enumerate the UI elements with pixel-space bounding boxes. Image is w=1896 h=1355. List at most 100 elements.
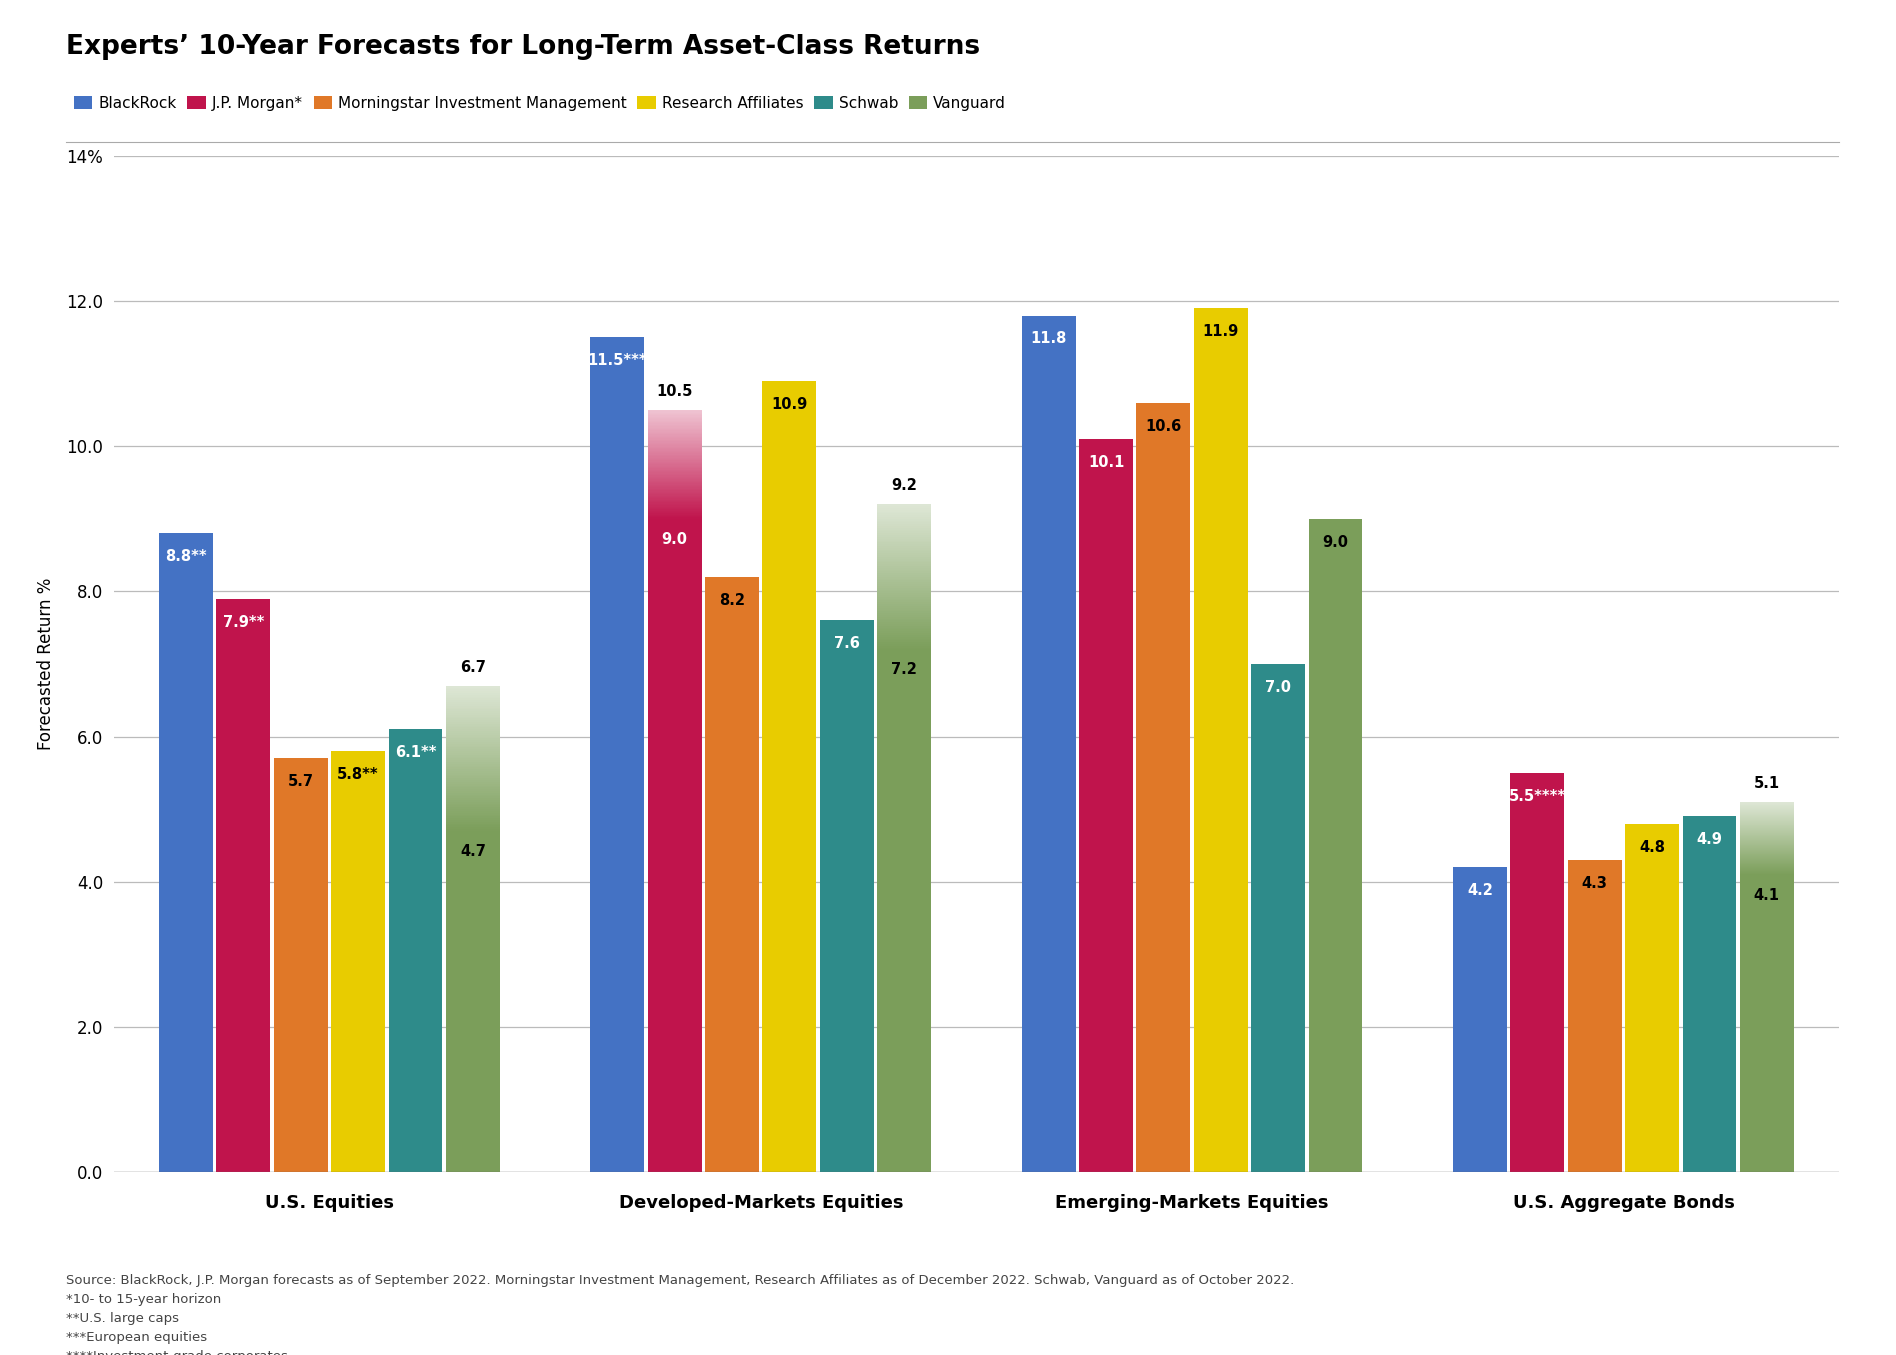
Bar: [446, 814, 501, 816]
Legend: BlackRock, J.P. Morgan*, Morningstar Investment Management, Research Affiliates,: BlackRock, J.P. Morgan*, Morningstar Inv…: [74, 96, 1007, 111]
Bar: [389, 729, 442, 1172]
Bar: [878, 599, 931, 600]
Bar: [648, 500, 702, 501]
Bar: [878, 561, 931, 562]
Bar: [446, 737, 501, 738]
Bar: [1136, 402, 1191, 1172]
Bar: [446, 738, 501, 740]
Bar: [648, 409, 702, 412]
Text: 11.9: 11.9: [1202, 324, 1238, 339]
Bar: [446, 829, 501, 831]
Text: 8.2: 8.2: [719, 593, 745, 608]
Bar: [878, 537, 931, 539]
Bar: [878, 569, 931, 572]
Bar: [446, 717, 501, 718]
Bar: [648, 485, 702, 486]
Text: 6.1**: 6.1**: [394, 745, 436, 760]
Bar: [446, 696, 501, 698]
Bar: [648, 470, 702, 472]
Bar: [648, 458, 702, 459]
Bar: [446, 827, 501, 829]
Bar: [648, 512, 702, 514]
Bar: [648, 415, 702, 417]
Text: 4.9: 4.9: [1697, 832, 1722, 847]
Text: 8.8**: 8.8**: [165, 549, 207, 564]
Text: 4.7: 4.7: [461, 844, 485, 859]
Bar: [648, 476, 702, 477]
Bar: [878, 579, 931, 580]
Text: 5.1: 5.1: [1754, 776, 1780, 791]
Bar: [446, 762, 501, 764]
Text: 10.5: 10.5: [656, 383, 692, 398]
Bar: [878, 572, 931, 573]
Bar: [446, 740, 501, 743]
Bar: [446, 775, 501, 776]
Bar: [878, 564, 931, 566]
Text: 11.5***: 11.5***: [588, 354, 647, 369]
Bar: [446, 748, 501, 749]
Bar: [648, 411, 702, 413]
Bar: [878, 535, 931, 537]
Bar: [878, 627, 931, 630]
Bar: [878, 505, 931, 508]
Bar: [648, 446, 702, 447]
Bar: [446, 794, 501, 797]
Bar: [446, 733, 501, 734]
Bar: [446, 707, 501, 709]
Bar: [648, 496, 702, 497]
Text: 9.0: 9.0: [1323, 535, 1348, 550]
Bar: [446, 797, 501, 798]
Text: 11.8: 11.8: [1031, 332, 1067, 347]
Bar: [446, 722, 501, 724]
Bar: [648, 439, 702, 440]
Bar: [878, 522, 931, 524]
Bar: [648, 425, 702, 428]
Bar: [446, 799, 501, 802]
Bar: [446, 732, 501, 733]
Bar: [878, 520, 931, 523]
Bar: [648, 423, 702, 425]
Bar: [878, 573, 931, 575]
Bar: [446, 753, 501, 755]
Bar: [648, 432, 702, 434]
Text: 7.9**: 7.9**: [222, 615, 264, 630]
Bar: [878, 617, 931, 619]
Bar: [446, 695, 501, 696]
Bar: [446, 728, 501, 729]
Bar: [878, 539, 931, 541]
Bar: [648, 511, 702, 512]
Bar: [590, 337, 645, 1172]
Bar: [648, 440, 702, 442]
Bar: [819, 621, 874, 1172]
Text: 6.7: 6.7: [461, 660, 485, 675]
Bar: [878, 519, 931, 520]
Bar: [648, 515, 702, 516]
Bar: [878, 541, 931, 542]
Bar: [878, 583, 931, 584]
Bar: [648, 504, 702, 505]
Bar: [446, 809, 501, 810]
Text: 7.0: 7.0: [1265, 680, 1291, 695]
Bar: [878, 514, 931, 515]
Bar: [878, 589, 931, 591]
Bar: [648, 459, 702, 461]
Bar: [878, 642, 931, 644]
Bar: [648, 461, 702, 462]
Text: 10.1: 10.1: [1088, 455, 1124, 470]
Bar: [878, 618, 931, 621]
Bar: [878, 528, 931, 530]
Bar: [648, 416, 702, 419]
Bar: [648, 507, 702, 508]
Bar: [648, 493, 702, 495]
Y-axis label: Forecasted Return %: Forecasted Return %: [38, 577, 55, 751]
Bar: [648, 431, 702, 432]
Bar: [446, 787, 501, 789]
Bar: [878, 604, 931, 606]
Bar: [648, 469, 702, 470]
Bar: [878, 648, 931, 649]
Bar: [648, 455, 702, 457]
Bar: [648, 412, 702, 415]
Bar: [762, 381, 817, 1172]
Bar: [648, 419, 702, 421]
Bar: [878, 568, 931, 569]
